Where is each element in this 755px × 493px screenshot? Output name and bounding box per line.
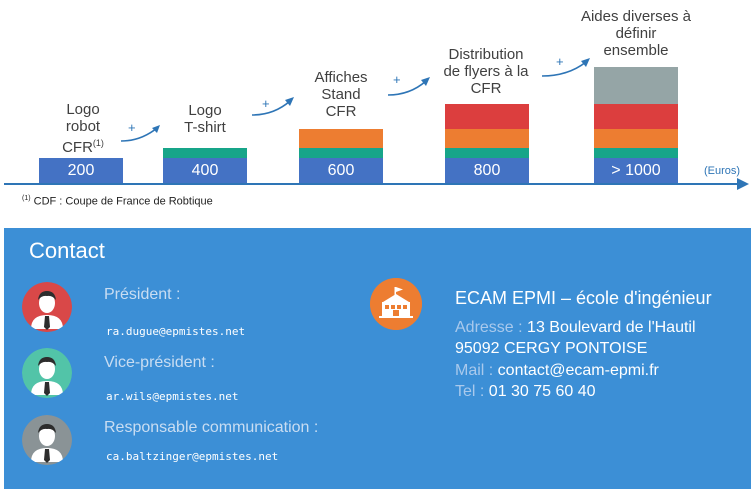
tel-value: 01 30 75 60 40 [484, 383, 596, 400]
tier-2-segment [163, 148, 247, 158]
tier-5-label: Aides diverses à définir ensemble [580, 8, 692, 59]
plus-sign-2: + [262, 96, 270, 111]
address-key: Adresse : [455, 319, 523, 336]
axis-arrowhead [737, 178, 749, 190]
axis-line [4, 183, 739, 185]
tier-3-price: 600 [299, 158, 383, 184]
person-avatar-icon [22, 282, 72, 332]
address-line-2: 95092 CERGY PONTOISE [455, 340, 648, 357]
email-link[interactable]: ra.dugue@epmistes.net [106, 325, 246, 338]
person-avatar-icon [22, 348, 72, 398]
tier-3-label: Affiches Stand CFR [314, 69, 368, 120]
role-label: Responsable communication : [104, 419, 319, 436]
tier-5-price: > 1000 [594, 158, 678, 184]
tier-1-price: 200 [39, 158, 123, 184]
tier-4-segment-orange [445, 129, 529, 148]
person-avatar-icon [22, 415, 72, 465]
address-line-1: Adresse : 13 Boulevard de l'Hautil [455, 319, 696, 336]
contact-panel: Contact Président : ra.dugue@epmistes.ne… [4, 228, 751, 489]
plus-sign-3: + [393, 72, 401, 87]
tel-line: Tel : 01 30 75 60 40 [455, 383, 596, 401]
tier-4-label: Distribution de flyers à la CFR [443, 46, 529, 97]
school-name: ECAM EPMI – école d'ingénieur [455, 288, 712, 308]
role-label: Vice-président : [104, 354, 215, 371]
tier-4-price: 800 [445, 158, 529, 184]
tier-2-price: 400 [163, 158, 247, 184]
footnote: (1) CDF : Coupe de France de Robtique [22, 195, 213, 208]
tier-2-label: Logo T-shirt [184, 102, 226, 136]
tier-4-segment-green [445, 148, 529, 158]
tier-5-segment-green [594, 148, 678, 158]
tier-3-segment-orange [299, 129, 383, 148]
mail-link[interactable]: contact@ecam-epmi.fr [493, 362, 659, 379]
axis-unit: (Euros) [704, 165, 741, 177]
tel-key: Tel : [455, 383, 485, 400]
email-link[interactable]: ca.baltzinger@epmistes.net [106, 450, 279, 463]
tier-5-segment-gray [594, 67, 678, 104]
arrow-icon-4 [541, 58, 590, 77]
contact-title: Contact [29, 238, 105, 263]
tier-4-segment-red [445, 104, 529, 129]
mail-key: Mail : [455, 362, 494, 379]
arrow-icon-1 [120, 125, 160, 142]
plus-sign-1: + [128, 120, 136, 135]
tier-3-segment-green [299, 148, 383, 158]
email-link[interactable]: ar.wils@epmistes.net [106, 390, 239, 403]
tier-5-segment-red [594, 104, 678, 129]
arrow-icon-2 [251, 97, 294, 116]
school-building-icon [370, 278, 422, 330]
plus-sign-4: + [556, 54, 564, 69]
role-label: Président : [104, 286, 181, 303]
arrow-icon-3 [387, 77, 430, 96]
tier-1-label: Logo robot CFR(1) [62, 101, 104, 156]
mail-line: Mail : contact@ecam-epmi.fr [455, 362, 659, 380]
tier-5-segment-orange [594, 129, 678, 148]
